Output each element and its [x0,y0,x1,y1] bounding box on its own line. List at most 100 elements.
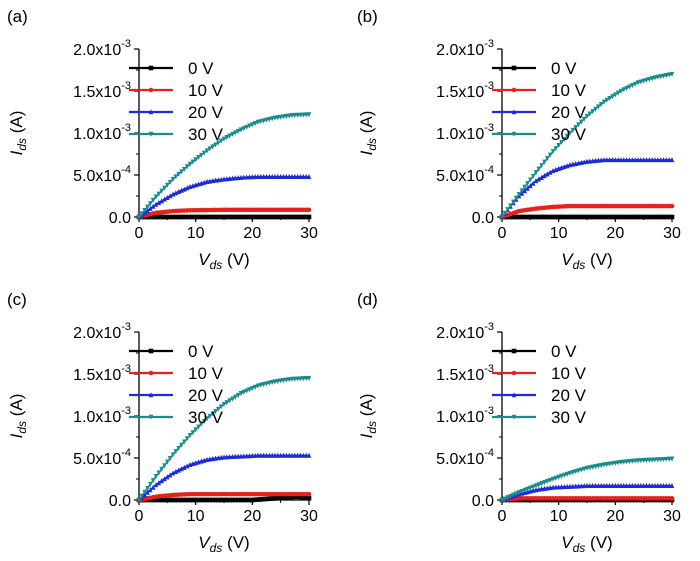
data-point [545,171,550,177]
data-point [301,495,306,500]
data-point [184,214,190,220]
data-point [539,174,544,180]
data-point [162,185,167,191]
data-point [210,497,215,503]
data-point [545,478,550,485]
data-point [513,491,519,497]
data-point [238,127,244,133]
data-point [204,497,210,503]
data-point [184,497,190,503]
data-point [224,400,230,406]
data-point [556,143,561,149]
data-point [258,119,264,125]
data-point [306,112,312,118]
data-point [281,114,286,120]
data-point [301,112,306,118]
legend-marker [148,87,154,93]
data-point [613,460,618,466]
data-point [624,459,629,465]
data-point [638,214,644,220]
data-point [244,124,249,130]
data-point [196,214,201,220]
data-point [204,148,210,154]
series-10-v [499,496,675,503]
data-point [598,462,604,469]
data-point [210,214,215,220]
data-point [286,113,292,119]
data-point [587,465,593,471]
y-tick-label: 2.0x10-3 [73,38,131,59]
data-point [542,214,547,220]
data-point [176,445,181,451]
data-point [216,497,221,503]
data-point [530,180,536,186]
data-point [306,375,312,381]
series-30-v [136,375,312,503]
legend-label: 0 V [551,59,577,78]
data-point [528,177,533,183]
legend-marker [511,414,517,420]
legend-marker [148,370,154,376]
data-point [213,497,218,503]
x-tick-label: 30 [663,225,681,242]
data-point [278,114,283,120]
data-point [148,487,153,493]
data-point [170,497,176,503]
data-point [170,452,176,458]
data-point [162,476,167,482]
data-point [542,173,547,179]
data-point [632,214,638,220]
data-point [227,214,232,220]
data-point [204,416,210,422]
data-point [289,376,295,382]
legend: 0 V 10 V 20 V 30 V [492,342,587,427]
data-point [652,457,658,463]
data-point [584,465,590,471]
legend-item: 20 V [129,103,224,122]
data-point [505,207,510,213]
legend-item: 20 V [492,103,587,122]
data-point [190,214,196,220]
chart-panel: (a) 0 10 20 30 0.0 5.0x10-4 1.0x10-3 1.5x10-3 2.0… [7,7,318,272]
data-point [162,214,167,220]
series-0-v [136,214,312,220]
data-point [587,214,593,220]
data-point [150,197,156,203]
data-point [564,214,570,220]
data-point [610,461,615,467]
data-point [264,117,269,123]
data-point [230,214,235,220]
data-point [179,466,184,472]
data-point [182,214,187,220]
data-point [644,457,649,463]
data-point [156,497,162,503]
data-point [213,142,218,148]
data-point [267,380,272,386]
data-point [630,458,635,464]
data-point [598,214,604,220]
data-point [553,475,559,481]
y-tick-label: 1.5x10-3 [436,363,494,384]
data-point [170,470,176,476]
data-point [664,456,669,462]
data-point [590,464,595,470]
data-point [508,203,513,209]
data-point [207,146,213,152]
data-point [596,214,601,220]
data-point [136,497,142,503]
data-point [241,389,247,395]
data-point [230,497,235,503]
legend-marker [511,65,517,71]
data-point [303,112,309,118]
data-point [669,157,675,163]
data-point [666,214,672,220]
data-point [159,466,164,472]
legend-marker [148,348,154,354]
data-point [261,118,266,124]
data-point [179,442,184,448]
data-point [159,497,164,503]
legend-item: 30 V [492,408,587,427]
data-point [547,169,553,175]
data-point [278,495,283,501]
series-line [138,377,310,501]
